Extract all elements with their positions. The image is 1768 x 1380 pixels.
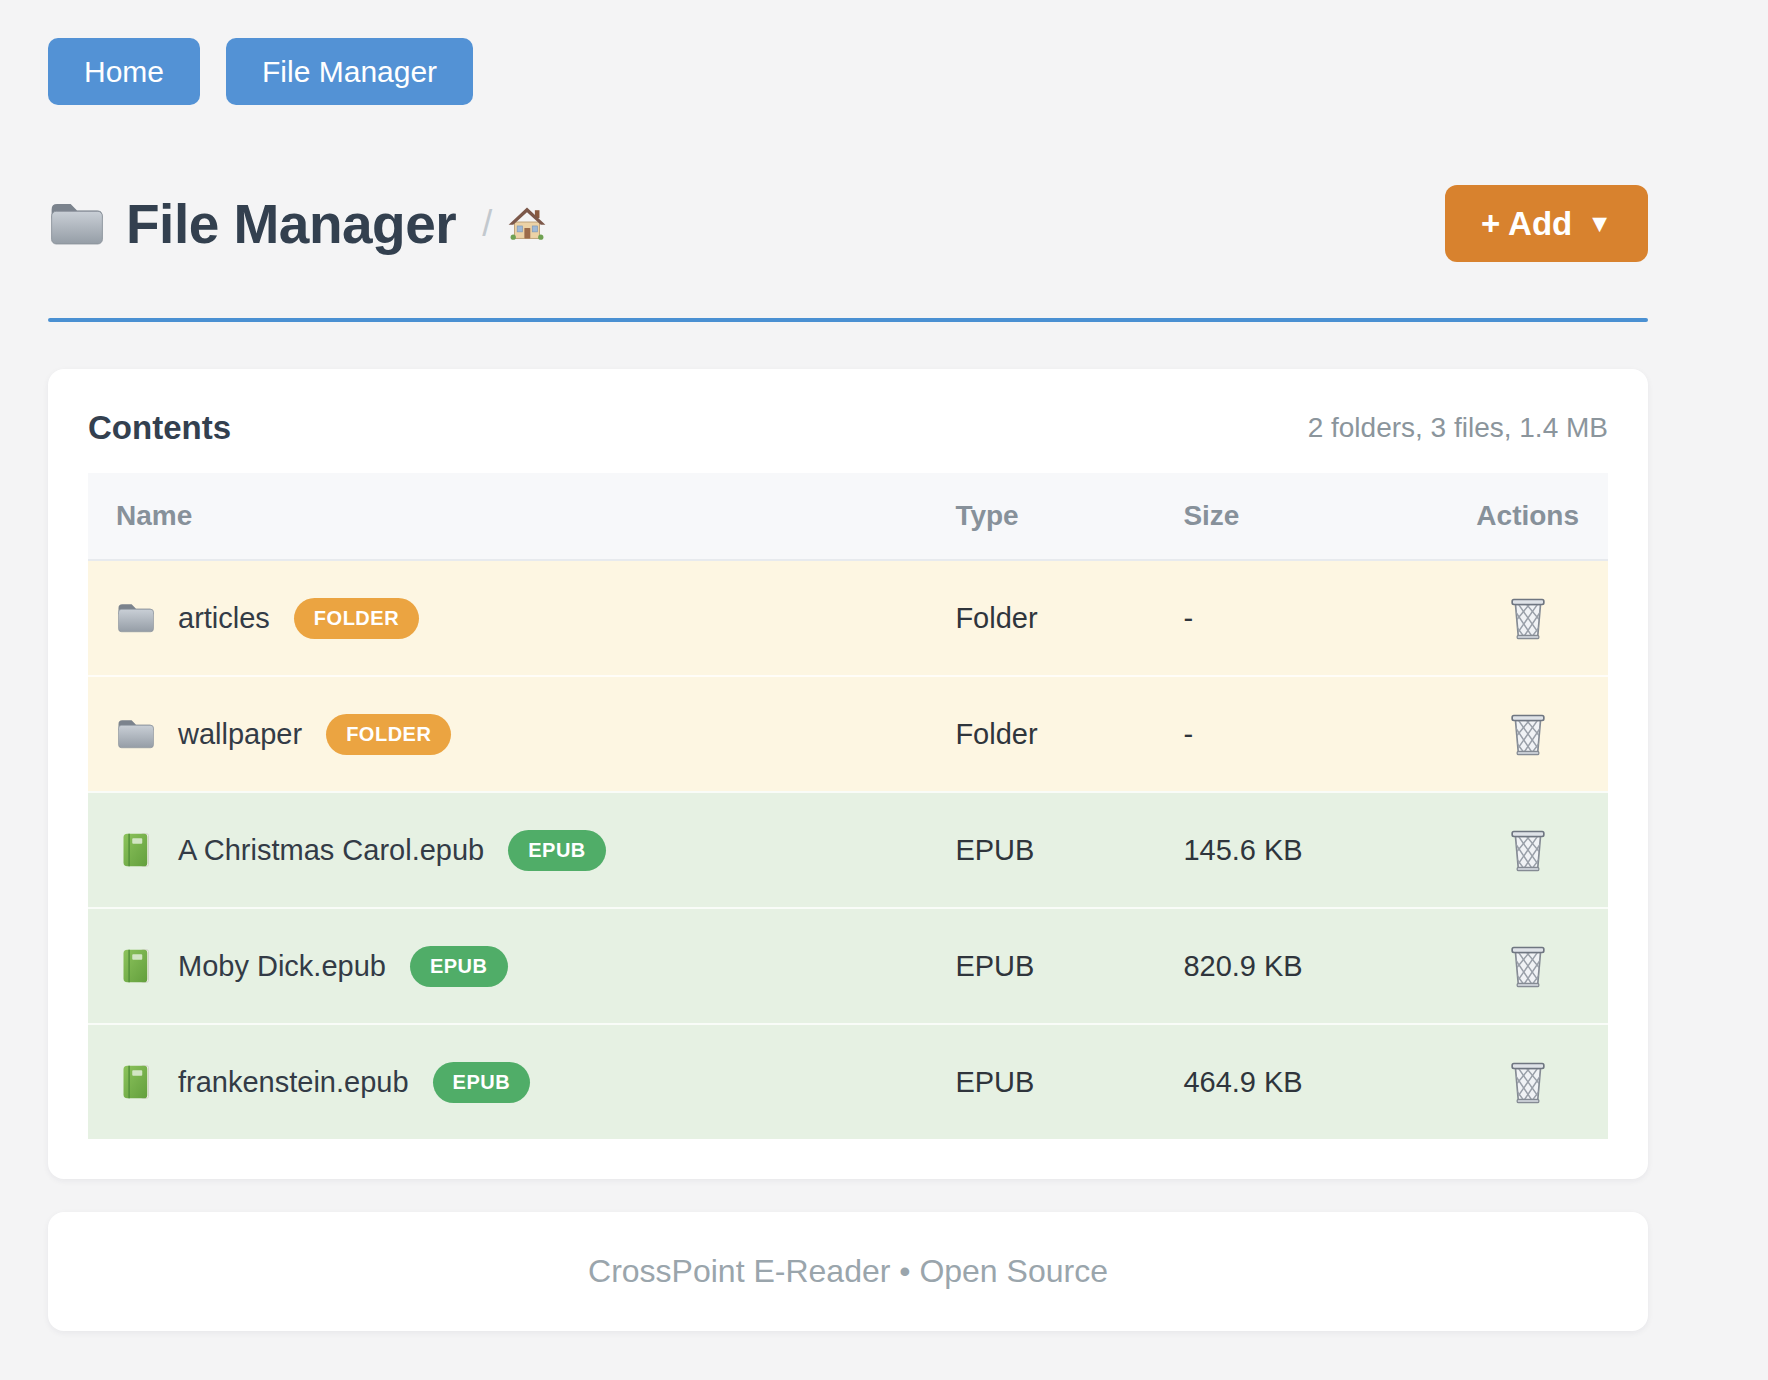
column-header-name: Name [88, 473, 954, 561]
page-header: File Manager / + Add ▼ [48, 185, 1648, 262]
folder-icon [116, 598, 156, 638]
row-name-link[interactable]: articles [178, 602, 270, 635]
type-badge: EPUB [508, 830, 606, 871]
trash-icon [1508, 593, 1548, 641]
type-badge: EPUB [433, 1062, 531, 1103]
delete-button[interactable] [1504, 821, 1552, 877]
row-name-link[interactable]: Moby Dick.epub [178, 950, 386, 983]
cell-type: EPUB [954, 1023, 1182, 1139]
table-row: Moby Dick.epub EPUB EPUB 820.9 KB [88, 907, 1608, 1023]
type-badge: EPUB [410, 946, 508, 987]
page-title: File Manager [126, 192, 456, 256]
book-icon [116, 1062, 156, 1102]
book-icon [116, 830, 156, 870]
top-nav: Home File Manager [48, 38, 1648, 105]
contents-table-body: articles FOLDER Folder - [88, 561, 1608, 1139]
row-name-link[interactable]: wallpaper [178, 718, 302, 751]
caret-down-icon: ▼ [1587, 211, 1612, 236]
cell-type: Folder [954, 675, 1182, 791]
card-head: Contents 2 folders, 3 files, 1.4 MB [88, 409, 1608, 447]
column-header-actions: Actions [1448, 473, 1608, 561]
cell-size: 820.9 KB [1182, 907, 1448, 1023]
type-badge: FOLDER [326, 714, 451, 755]
delete-button[interactable] [1504, 705, 1552, 761]
table-header-row: Name Type Size Actions [88, 473, 1608, 561]
house-icon [506, 203, 548, 245]
cell-size: - [1182, 561, 1448, 675]
add-button[interactable]: + Add ▼ [1445, 185, 1648, 262]
cell-type: EPUB [954, 791, 1182, 907]
trash-icon [1508, 825, 1548, 873]
trash-icon [1508, 1057, 1548, 1105]
table-row: articles FOLDER Folder - [88, 561, 1608, 675]
trash-icon [1508, 709, 1548, 757]
breadcrumb-home-link[interactable] [506, 203, 548, 245]
cell-size: - [1182, 675, 1448, 791]
cell-type: Folder [954, 561, 1182, 675]
type-badge: FOLDER [294, 598, 419, 639]
book-icon [116, 946, 156, 986]
delete-button[interactable] [1504, 1053, 1552, 1109]
footer-text: CrossPoint E-Reader • Open Source [588, 1253, 1108, 1290]
nav-file-manager-button[interactable]: File Manager [226, 38, 473, 105]
column-header-type: Type [954, 473, 1182, 561]
delete-button[interactable] [1504, 589, 1552, 645]
nav-home-button[interactable]: Home [48, 38, 200, 105]
add-button-label: + Add [1481, 205, 1572, 243]
folder-icon [116, 714, 156, 754]
cell-size: 145.6 KB [1182, 791, 1448, 907]
row-name-link[interactable]: A Christmas Carol.epub [178, 834, 484, 867]
delete-button[interactable] [1504, 937, 1552, 993]
contents-heading: Contents [88, 409, 231, 447]
contents-summary: 2 folders, 3 files, 1.4 MB [1308, 412, 1608, 444]
cell-size: 464.9 KB [1182, 1023, 1448, 1139]
trash-icon [1508, 941, 1548, 989]
title-wrap: File Manager / [48, 192, 548, 256]
folder-icon [48, 195, 106, 253]
breadcrumb-separator: / [482, 203, 492, 245]
table-row: wallpaper FOLDER Folder - [88, 675, 1608, 791]
header-divider [48, 318, 1648, 322]
contents-table: Name Type Size Actions articles FOLDER [88, 473, 1608, 1139]
contents-card: Contents 2 folders, 3 files, 1.4 MB Name… [48, 369, 1648, 1179]
footer: CrossPoint E-Reader • Open Source [48, 1212, 1648, 1331]
cell-type: EPUB [954, 907, 1182, 1023]
table-row: A Christmas Carol.epub EPUB EPUB 145.6 K… [88, 791, 1608, 907]
column-header-size: Size [1182, 473, 1448, 561]
page: Home File Manager File Manager / [48, 0, 1648, 1331]
table-row: frankenstein.epub EPUB EPUB 464.9 KB [88, 1023, 1608, 1139]
row-name-link[interactable]: frankenstein.epub [178, 1066, 409, 1099]
